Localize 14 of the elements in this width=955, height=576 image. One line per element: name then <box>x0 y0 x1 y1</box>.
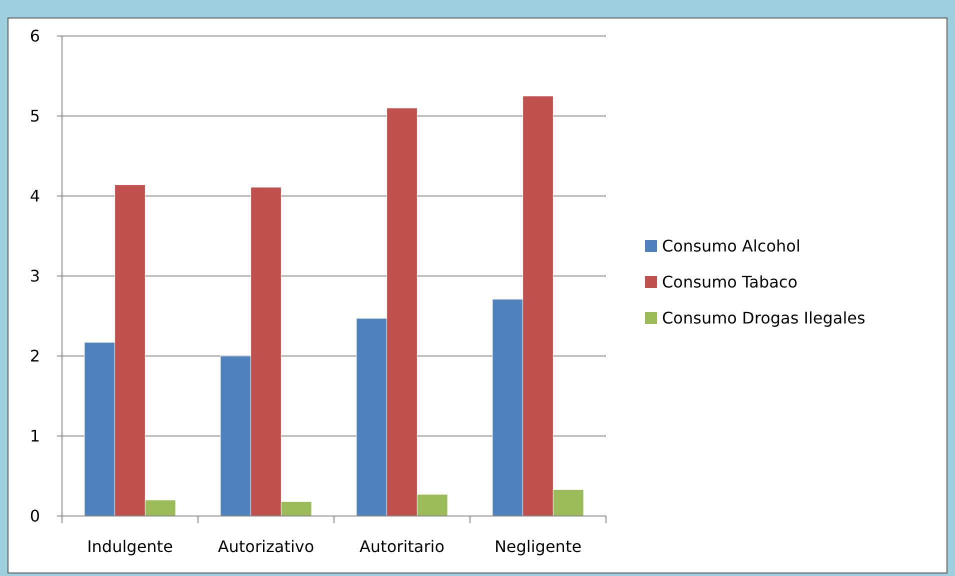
x-tick-label: Autoritario <box>359 537 445 556</box>
x-tick-label: Indulgente <box>87 537 173 556</box>
y-tick-label: 3 <box>30 266 40 286</box>
y-tick-label: 5 <box>30 106 40 126</box>
legend-label: Consumo Alcohol <box>662 236 800 256</box>
x-tick-label: Negligente <box>494 537 582 556</box>
x-tick-label: Autorizativo <box>218 537 314 556</box>
legend-label: Consumo Drogas Ilegales <box>662 308 866 328</box>
legend-label: Consumo Tabaco <box>662 272 798 292</box>
y-tick-label: 6 <box>30 26 40 46</box>
y-tick-label: 4 <box>30 186 40 206</box>
y-tick-label: 0 <box>30 506 40 526</box>
y-tick-label: 2 <box>30 346 40 366</box>
y-tick-label: 1 <box>30 426 40 446</box>
